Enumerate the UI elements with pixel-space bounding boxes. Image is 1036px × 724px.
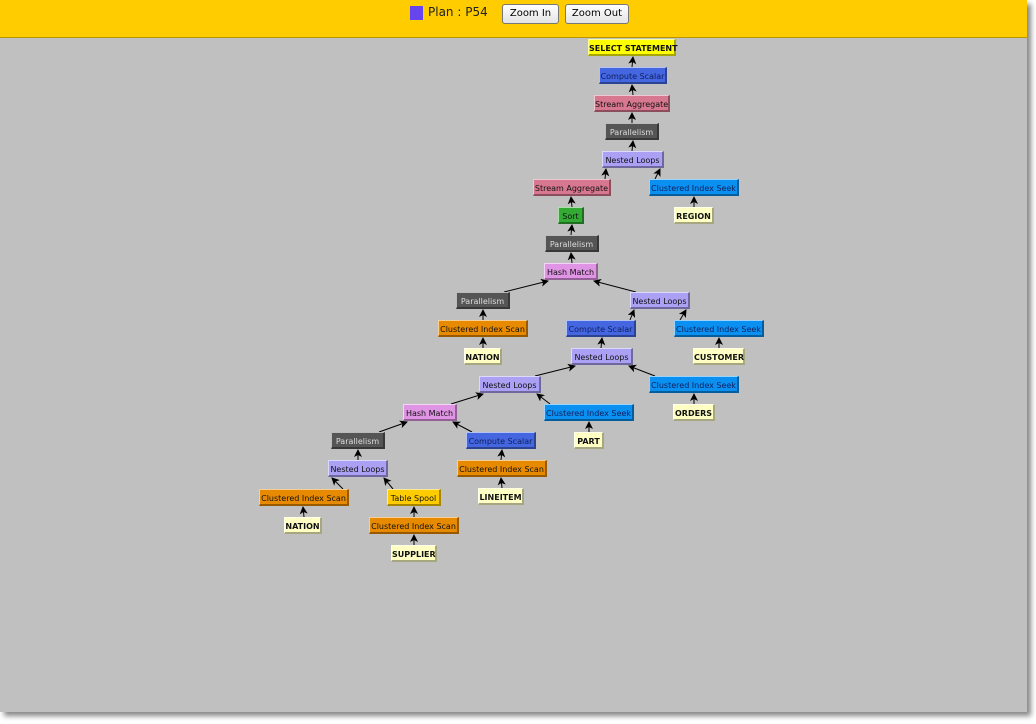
plan-node-nation[interactable]: NATION [284, 517, 322, 534]
plan-node-sort[interactable]: Sort [558, 207, 584, 224]
plan-edge [628, 140, 637, 152]
plan-edge [627, 309, 636, 321]
plan-node-clustered-index-scan[interactable]: Clustered Index Scan [259, 489, 349, 506]
plan-node-parallelism[interactable]: Parallelism [605, 123, 659, 140]
plan-node-lineitem[interactable]: LINEITEM [478, 488, 524, 505]
plan-node-compute-scalar[interactable]: Compute Scalar [599, 67, 667, 84]
plan-edge [383, 477, 394, 490]
zoom-out-button[interactable]: Zoom Out [565, 4, 629, 24]
plan-node-orders[interactable]: ORDERS [673, 404, 715, 421]
toolbar: Plan : P54 Zoom In Zoom Out [0, 0, 1027, 38]
plan-edge [497, 449, 506, 461]
plan-edge [678, 309, 687, 321]
plan-edge [567, 252, 576, 264]
plan-edges [299, 56, 723, 545]
plan-node-clustered-index-seek[interactable]: Clustered Index Seek [649, 179, 739, 196]
plan-node-clustered-index-scan[interactable]: Clustered Index Scan [457, 460, 547, 477]
plan-edge [536, 393, 551, 405]
plan-node-clustered-index-scan[interactable]: Clustered Index Scan [369, 517, 459, 534]
plan-edge [497, 477, 506, 489]
plan-edge [378, 420, 408, 433]
plan-node-nested-loops[interactable]: Nested Loops [630, 292, 690, 309]
plan-edge [452, 421, 473, 433]
plan-node-select-statement[interactable]: SELECT STATEMENT [588, 39, 678, 56]
plan-node-clustered-index-seek[interactable]: Clustered Index Seek [649, 376, 739, 393]
plan-edge [628, 84, 637, 96]
plan-node-clustered-index-seek[interactable]: Clustered Index Seek [544, 404, 634, 421]
plan-node-table-spool[interactable]: Table Spool [387, 489, 441, 506]
plan-edge [503, 278, 549, 293]
plan-node-nation[interactable]: NATION [464, 348, 502, 365]
plan-node-parallelism[interactable]: Parallelism [545, 235, 599, 252]
plan-edge [534, 363, 576, 377]
plan-edge [593, 278, 637, 293]
plan-edge [567, 224, 576, 236]
plan-node-stream-aggregate[interactable]: Stream Aggregate [594, 95, 670, 112]
zoom-in-button[interactable]: Zoom In [502, 4, 559, 24]
plan-diagram: SELECT STATEMENT Compute Scalar Stream Agg… [259, 39, 764, 562]
plan-edge [653, 168, 661, 180]
plan-node-customer[interactable]: CUSTOMER [693, 348, 745, 365]
plan-edge [450, 392, 484, 405]
plan-edge [567, 196, 576, 208]
plan-color-swatch [410, 6, 423, 20]
plan-edge [601, 168, 610, 180]
plan-node-parallelism[interactable]: Parallelism [331, 432, 385, 449]
plan-node-clustered-index-seek[interactable]: Clustered Index Seek [674, 320, 764, 337]
plan-node-hash-match[interactable]: Hash Match [544, 263, 598, 280]
plan-edge [628, 56, 637, 68]
plan-node-compute-scalar[interactable]: Compute Scalar [466, 432, 536, 449]
plan-node-nested-loops[interactable]: Nested Loops [479, 376, 541, 393]
plan-node-hash-match[interactable]: Hash Match [403, 404, 457, 421]
plan-edge [299, 506, 308, 518]
plan-node-nested-loops[interactable]: Nested Loops [571, 348, 633, 365]
plan-title: Plan : P54 [428, 5, 488, 19]
plan-node-nested-loops[interactable]: Nested Loops [602, 151, 664, 168]
plan-node-parallelism[interactable]: Parallelism [456, 292, 510, 309]
plan-node-stream-aggregate[interactable]: Stream Aggregate [533, 179, 611, 196]
plan-node-region[interactable]: REGION [674, 207, 714, 224]
plan-edge [597, 337, 606, 349]
plan-edge [331, 477, 344, 490]
plan-viewer-window: Plan : P54 Zoom In Zoom Out SELECT STATE… [0, 0, 1027, 712]
plan-node-compute-scalar[interactable]: Compute Scalar [566, 320, 636, 337]
plan-edge [628, 364, 656, 377]
plan-node-nested-loops[interactable]: Nested Loops [328, 460, 388, 477]
plan-node-part[interactable]: PART [574, 432, 604, 449]
plan-node-supplier[interactable]: SUPPLIER [391, 545, 437, 562]
plan-node-clustered-index-scan[interactable]: Clustered Index Scan [438, 320, 528, 337]
